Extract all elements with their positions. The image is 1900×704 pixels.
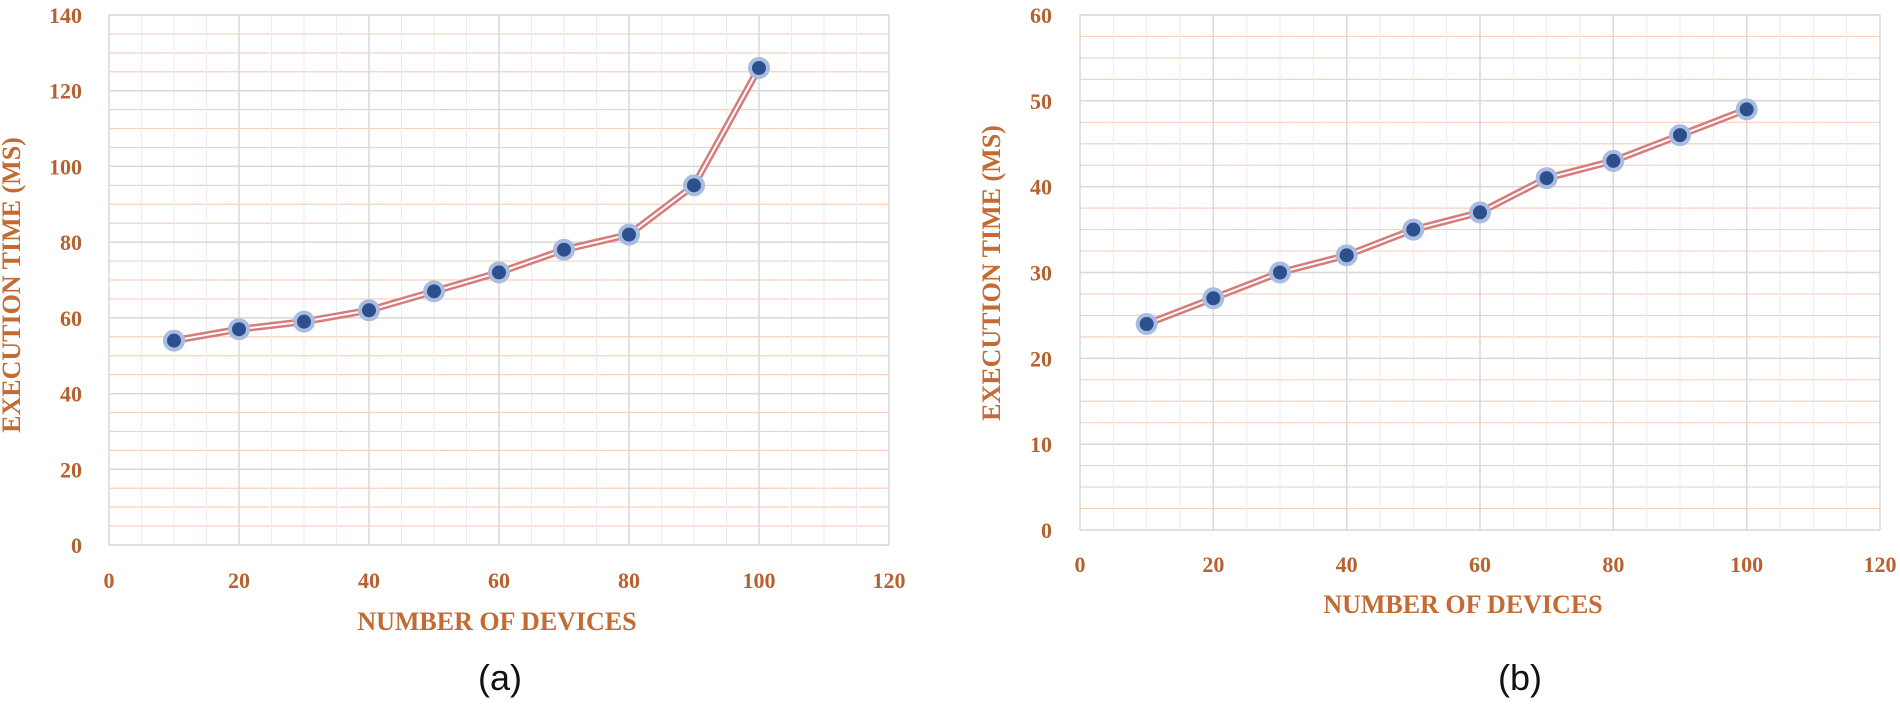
data-point (1402, 218, 1425, 241)
y-tick-label: 40 (1030, 175, 1052, 200)
chart-b-caption: (b) (1498, 657, 1542, 698)
chart-a-y-axis-title: EXECUTION TIME (MS) (0, 137, 26, 433)
x-tick-label: 0 (104, 568, 115, 593)
y-tick-label: 60 (60, 306, 82, 331)
chart-b-x-axis-title: NUMBER OF DEVICES (1323, 590, 1602, 619)
y-tick-label: 60 (1030, 3, 1052, 28)
data-point (1535, 167, 1558, 190)
data-point (488, 261, 510, 284)
data-point (293, 310, 315, 333)
x-tick-label: 100 (1730, 552, 1763, 577)
chart-a: 0 20 40 60 80 100 120 0 20 40 60 80 100 120 140 NUMBE… (0, 3, 906, 698)
x-tick-label: 40 (358, 568, 380, 593)
data-point (228, 318, 250, 341)
x-tick-label: 100 (743, 568, 776, 593)
series-line-highlight (173, 67, 760, 342)
y-tick-label: 20 (1030, 346, 1052, 371)
x-tick-label: 120 (873, 568, 906, 593)
y-tick-label: 30 (1030, 261, 1052, 286)
data-point (1735, 98, 1758, 121)
y-tick-label: 0 (71, 533, 82, 558)
y-tick-label: 40 (60, 382, 82, 407)
data-point (683, 174, 705, 197)
data-point (553, 238, 575, 261)
x-tick-label: 40 (1336, 552, 1358, 577)
x-tick-label: 20 (228, 568, 250, 593)
data-point (1135, 313, 1158, 335)
chart-a-x-ticks: 0 20 40 60 80 100 120 (104, 568, 906, 593)
data-point (423, 280, 445, 303)
data-point (1269, 261, 1291, 284)
chart-b-series (1135, 98, 1758, 335)
x-tick-label: 80 (1602, 552, 1624, 577)
data-point (1602, 149, 1625, 172)
series-line-highlight (1146, 108, 1748, 325)
data-point (618, 223, 640, 246)
data-point (1335, 244, 1358, 267)
y-tick-label: 50 (1030, 89, 1052, 114)
y-tick-label: 120 (49, 79, 82, 104)
x-tick-label: 0 (1075, 552, 1086, 577)
data-point (163, 329, 185, 352)
y-tick-label: 80 (60, 230, 82, 255)
chart-b: 0 20 40 60 80 100 120 0 10 20 30 40 50 60 NUMBER OF … (977, 3, 1897, 698)
y-tick-label: 100 (49, 154, 82, 179)
y-tick-label: 0 (1041, 518, 1052, 543)
chart-b-y-axis-title: EXECUTION TIME (MS) (977, 125, 1006, 421)
x-tick-label: 20 (1202, 552, 1224, 577)
y-tick-label: 140 (49, 3, 82, 28)
chart-a-y-ticks: 0 20 40 60 80 100 120 140 (49, 3, 82, 558)
x-tick-label: 60 (488, 568, 510, 593)
chart-b-x-ticks: 0 20 40 60 80 100 120 (1075, 552, 1897, 577)
chart-a-caption: (a) (478, 657, 522, 698)
chart-a-series (163, 57, 770, 352)
x-tick-label: 60 (1469, 552, 1491, 577)
chart-b-y-ticks: 0 10 20 30 40 50 60 (1030, 3, 1052, 543)
data-point (358, 299, 380, 322)
data-point (1202, 287, 1225, 310)
x-tick-label: 80 (618, 568, 640, 593)
chart-a-x-axis-title: NUMBER OF DEVICES (357, 607, 636, 636)
data-point (1669, 124, 1691, 147)
y-tick-label: 10 (1030, 432, 1052, 457)
y-tick-label: 20 (60, 457, 82, 482)
x-tick-label: 120 (1864, 552, 1897, 577)
data-point (1469, 201, 1491, 224)
data-point (748, 57, 770, 79)
chart-b-grid (1079, 14, 1881, 531)
